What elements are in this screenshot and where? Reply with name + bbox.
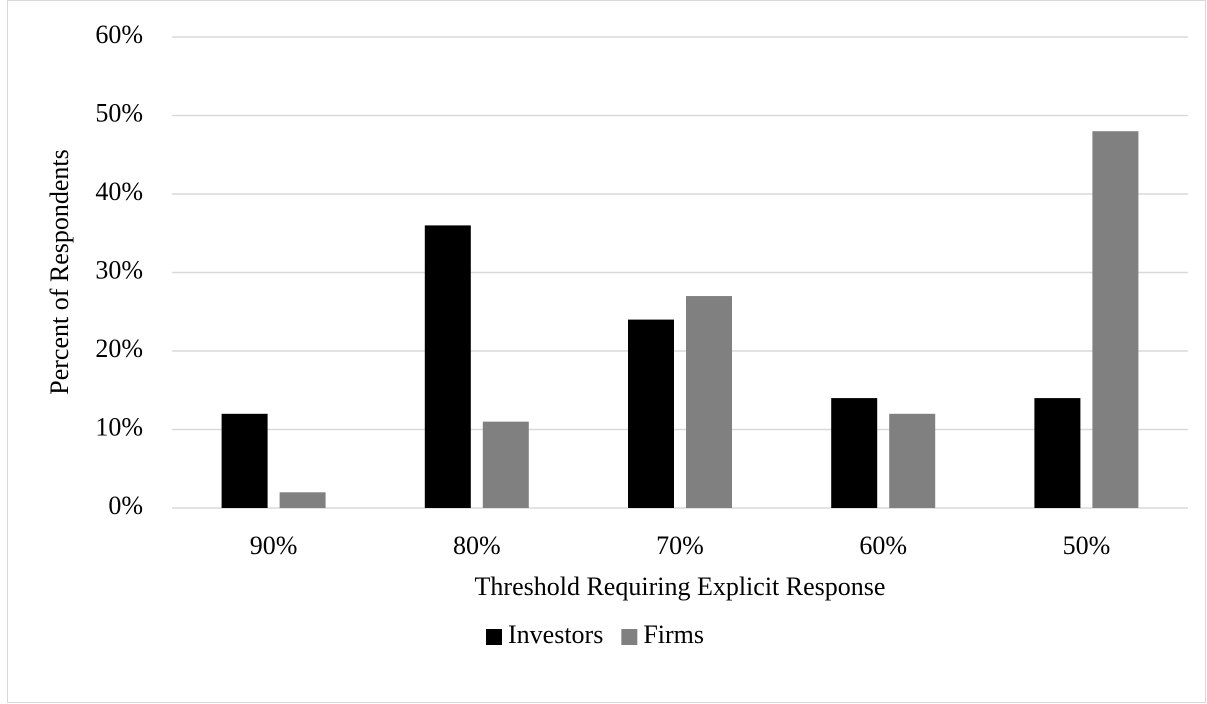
- y-tick-label: 0%: [108, 491, 143, 520]
- y-tick-label: 20%: [95, 334, 143, 363]
- bar: [482, 421, 529, 508]
- bar: [1034, 398, 1081, 508]
- y-tick-label: 50%: [95, 98, 143, 127]
- x-axis-title: Threshold Requiring Explicit Response: [475, 572, 886, 601]
- y-tick-label: 30%: [95, 255, 143, 284]
- bar: [686, 296, 732, 508]
- y-tick-label: 40%: [95, 177, 143, 206]
- bar: [1092, 131, 1139, 508]
- legend-label: Firms: [643, 620, 704, 649]
- y-tick-label: 10%: [95, 412, 143, 441]
- legend-label: Investors: [508, 620, 603, 649]
- bar: [279, 492, 326, 508]
- y-tick-label: 60%: [95, 20, 143, 49]
- legend-swatch: [621, 629, 638, 645]
- x-tick-label: 60%: [859, 531, 907, 560]
- x-tick-label: 90%: [250, 531, 298, 560]
- bar: [628, 319, 674, 508]
- bar: [221, 413, 268, 508]
- x-tick-label: 50%: [1063, 531, 1111, 560]
- y-axis-title: Percent of Respondents: [45, 149, 74, 395]
- bar: [424, 225, 471, 508]
- legend-swatch: [486, 629, 502, 645]
- bar: [889, 413, 936, 508]
- x-tick-label: 70%: [656, 531, 704, 560]
- x-tick-label: 80%: [453, 531, 501, 560]
- bar: [831, 398, 878, 508]
